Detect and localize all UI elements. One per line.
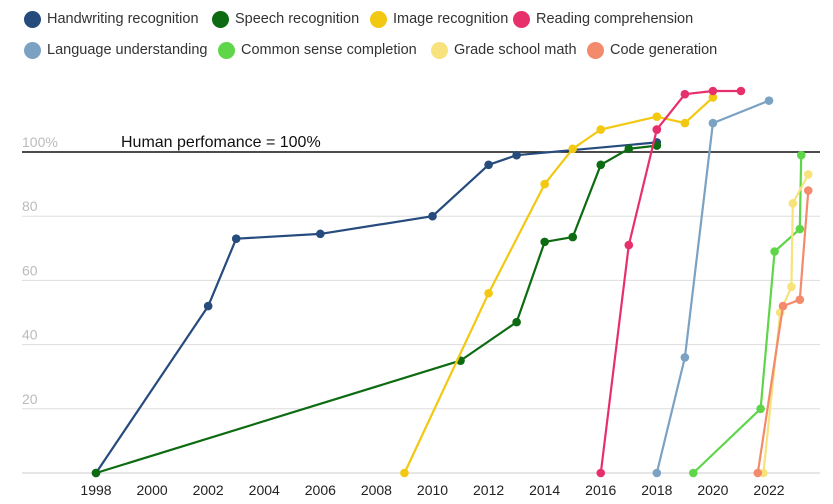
x-tick-label: 2010: [417, 482, 448, 498]
legend-item-common-sense-completion: Common sense completion: [218, 39, 417, 61]
data-point-grade-school-math: [788, 199, 798, 208]
legend-label: Handwriting recognition: [47, 11, 199, 27]
x-tick-label: 2012: [473, 482, 504, 498]
data-point-reading-comprehension: [652, 125, 662, 134]
legend-label: Language understanding: [47, 42, 208, 58]
data-point-grade-school-math: [787, 282, 796, 292]
data-point-image-recognition: [540, 179, 549, 189]
y-tick-label: 20: [22, 391, 38, 407]
x-tick-label: 2020: [697, 482, 728, 498]
data-point-image-recognition: [400, 468, 409, 478]
legend-item-reading-comprehension: Reading comprehension: [513, 8, 693, 30]
data-point-speech-recognition: [568, 232, 578, 242]
data-point-code-generation: [753, 468, 763, 478]
x-tick-label: 2016: [585, 482, 616, 498]
human-performance-label: Human perfomance = 100%: [121, 134, 321, 151]
data-point-common-sense-completion: [688, 468, 698, 478]
data-point-handwriting-recognition: [484, 160, 493, 170]
data-point-code-generation: [795, 295, 805, 304]
data-point-reading-comprehension: [624, 240, 634, 250]
data-point-image-recognition: [596, 125, 606, 134]
x-tick-label: 2008: [361, 482, 392, 498]
data-point-image-recognition: [708, 93, 718, 102]
legend-swatch: [587, 41, 604, 59]
data-point-common-sense-completion: [756, 404, 765, 414]
data-point-speech-recognition: [91, 468, 101, 478]
legend-label: Grade school math: [454, 42, 577, 58]
legend-item-code-generation: Code generation: [587, 39, 717, 61]
x-tick-label: 2006: [305, 482, 336, 498]
x-tick-label: 2014: [529, 482, 560, 498]
legend: Handwriting recognition Speech recognitio…: [0, 0, 833, 70]
data-point-language-understanding: [764, 96, 774, 105]
x-tick-label: 1998: [80, 482, 111, 498]
x-tick-label: 2022: [753, 482, 784, 498]
legend-item-handwriting-recognition: Handwriting recognition: [24, 8, 199, 30]
data-point-code-generation: [803, 186, 813, 195]
legend-swatch: [513, 10, 530, 28]
legend-item-image-recognition: Image recognition: [370, 8, 508, 30]
series-line-grade-school-math: [762, 173, 810, 474]
data-point-language-understanding: [680, 353, 690, 362]
legend-swatch: [24, 10, 41, 28]
data-point-speech-recognition: [596, 160, 606, 170]
data-point-handwriting-recognition: [203, 301, 213, 311]
data-point-speech-recognition: [624, 144, 634, 154]
legend-swatch: [24, 41, 41, 59]
legend-swatch: [370, 10, 387, 28]
legend-label: Image recognition: [393, 11, 509, 27]
series-line-reading-comprehension: [599, 89, 741, 474]
legend-item-language-understanding: Language understanding: [24, 39, 207, 61]
data-point-reading-comprehension: [736, 86, 746, 96]
series-line-language-understanding: [655, 99, 770, 474]
data-point-handwriting-recognition: [231, 234, 241, 243]
data-point-image-recognition: [680, 118, 690, 128]
series-line-handwriting-recognition: [95, 141, 657, 474]
legend-item-speech-recognition: Speech recognition: [212, 8, 359, 30]
data-point-grade-school-math: [803, 170, 813, 179]
data-point-reading-comprehension: [596, 468, 606, 478]
data-point-image-recognition: [568, 144, 578, 154]
legend-label: Reading comprehension: [536, 11, 694, 27]
data-point-common-sense-completion: [770, 247, 779, 256]
data-point-common-sense-completion: [796, 150, 806, 160]
data-point-common-sense-completion: [795, 224, 805, 234]
data-point-handwriting-recognition: [316, 229, 325, 239]
y-tick-label: 100%: [22, 134, 58, 150]
data-point-speech-recognition: [540, 237, 549, 247]
x-tick-label: 2004: [249, 482, 280, 498]
legend-label: Code generation: [610, 42, 718, 58]
data-point-handwriting-recognition: [512, 150, 521, 160]
y-tick-label: 80: [22, 198, 38, 214]
data-point-speech-recognition: [652, 141, 662, 150]
legend-swatch: [431, 41, 448, 59]
y-tick-label: 40: [22, 327, 38, 343]
legend-swatch: [212, 10, 229, 28]
data-point-reading-comprehension: [680, 89, 690, 99]
legend-swatch: [218, 41, 235, 59]
x-tick-label: 2000: [137, 482, 168, 498]
series-line-code-generation: [756, 190, 810, 474]
series-line-common-sense-completion: [692, 155, 803, 474]
legend-label: Common sense completion: [241, 42, 417, 58]
x-tick-label: 2018: [641, 482, 672, 498]
data-point-image-recognition: [652, 112, 662, 121]
data-point-language-understanding: [652, 468, 662, 478]
data-point-code-generation: [778, 301, 788, 311]
series-line-speech-recognition: [95, 144, 657, 475]
data-point-handwriting-recognition: [428, 211, 437, 221]
legend-item-grade-school-math: Grade school math: [431, 39, 577, 61]
data-point-language-understanding: [708, 118, 718, 128]
x-tick-label: 2002: [193, 482, 224, 498]
data-point-speech-recognition: [512, 317, 521, 327]
series-line-image-recognition: [403, 96, 714, 474]
data-point-image-recognition: [484, 288, 493, 298]
y-tick-label: 60: [22, 262, 38, 278]
legend-label: Speech recognition: [235, 11, 360, 27]
data-point-reading-comprehension: [708, 86, 718, 96]
